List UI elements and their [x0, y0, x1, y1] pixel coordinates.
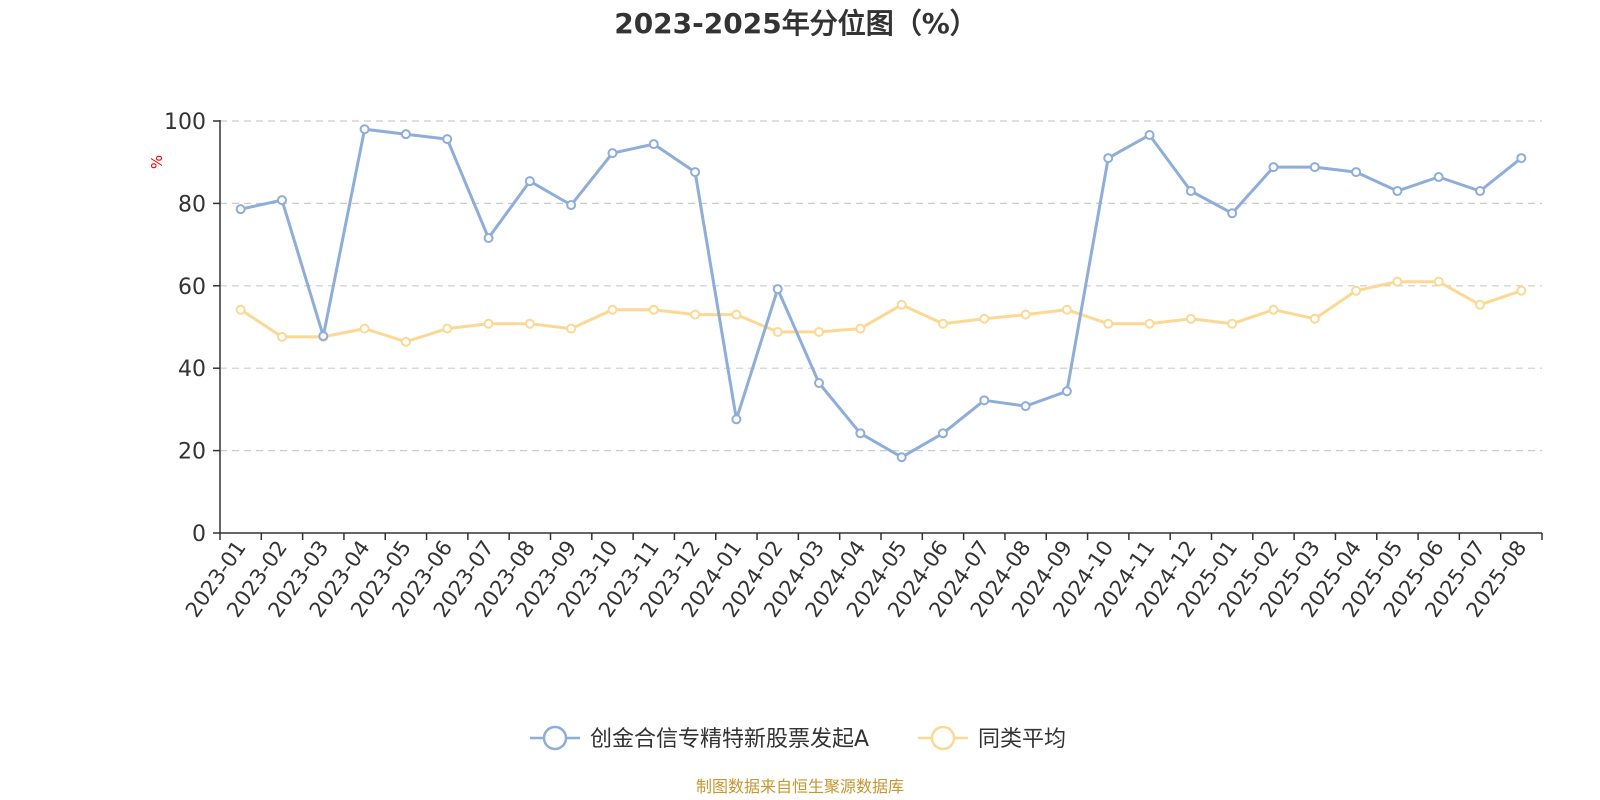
- data-point-s2: [1475, 299, 1486, 310]
- data-point-s2: [400, 336, 411, 347]
- y-tick-label: 20: [178, 440, 206, 465]
- y-tick-label: 60: [178, 275, 206, 300]
- data-point-s2: [772, 326, 783, 337]
- x-tick-labels: 2023-012023-022023-032023-042023-052023-…: [181, 536, 1532, 622]
- data-point-s1: [1516, 153, 1527, 164]
- data-point-s1: [235, 204, 246, 215]
- data-point-s2: [235, 304, 246, 315]
- axes: [213, 120, 1543, 540]
- data-point-s1: [772, 284, 783, 295]
- data-point-s1: [400, 129, 411, 140]
- data-point-s2: [607, 304, 618, 315]
- data-point-s1: [1351, 167, 1362, 178]
- series-lines: [235, 124, 1527, 463]
- y-tick-label: 40: [178, 357, 206, 382]
- data-point-s1: [1144, 130, 1155, 141]
- data-point-s2: [1433, 276, 1444, 287]
- data-point-s1: [1309, 162, 1320, 173]
- data-point-s1: [937, 428, 948, 439]
- series-line-2: [239, 280, 1522, 344]
- data-point-s1: [1185, 186, 1196, 197]
- data-point-s1: [1268, 162, 1279, 173]
- data-point-s2: [1020, 309, 1031, 320]
- data-point-s1: [1061, 386, 1072, 397]
- data-point-s2: [276, 331, 287, 342]
- data-point-s2: [1144, 318, 1155, 329]
- data-point-s2: [1392, 276, 1403, 287]
- data-point-s2: [566, 323, 577, 334]
- data-point-s1: [979, 395, 990, 406]
- y-tick-labels: 0 20 40 60 80 100: [164, 110, 206, 547]
- data-point-s2: [483, 318, 494, 329]
- data-point-s1: [359, 124, 370, 135]
- data-point-s2: [1516, 285, 1527, 296]
- data-point-s2: [690, 309, 701, 320]
- data-point-s1: [690, 167, 701, 178]
- data-point-s1: [1227, 208, 1238, 219]
- data-point-s1: [524, 176, 535, 187]
- legend: 创金合信专精特新股票发起A 同类平均: [530, 725, 1066, 752]
- gridlines: [220, 120, 1542, 452]
- series-line-1: [240, 127, 1523, 459]
- data-point-s1: [814, 378, 825, 389]
- data-point-s2: [1061, 304, 1072, 315]
- data-point-s2: [1309, 313, 1320, 324]
- data-point-s1: [566, 200, 577, 211]
- data-point-s2: [524, 318, 535, 329]
- y-tick-label: 0: [192, 522, 206, 547]
- data-point-s1: [1433, 172, 1444, 183]
- data-point-s1: [648, 139, 659, 150]
- data-point-s2: [896, 299, 907, 310]
- data-point-s1: [1392, 186, 1403, 197]
- data-point-s2: [1103, 318, 1114, 329]
- data-point-s1: [483, 233, 494, 244]
- data-point-s2: [1351, 285, 1362, 296]
- data-point-s2: [1268, 304, 1279, 315]
- data-point-s1: [318, 331, 329, 342]
- data-point-s1: [896, 452, 907, 463]
- data-point-s2: [937, 318, 948, 329]
- chart-title: 2023-2025年分位图（%）: [614, 7, 978, 40]
- y-axis-label: %: [148, 155, 166, 169]
- data-point-s1: [1020, 401, 1031, 412]
- data-point-s2: [855, 323, 866, 334]
- y-tick-label: 80: [178, 192, 206, 217]
- data-point-s2: [731, 309, 742, 320]
- data-point-s1: [855, 428, 866, 439]
- data-point-s1: [442, 134, 453, 145]
- source-note: 制图数据来自恒生聚源数据库: [696, 777, 904, 796]
- legend-label-2: 同类平均: [978, 727, 1066, 752]
- data-point-s1: [276, 195, 287, 206]
- data-point-s2: [442, 323, 453, 334]
- data-point-s1: [1103, 153, 1114, 164]
- data-point-s1: [607, 148, 618, 159]
- data-point-s2: [359, 323, 370, 334]
- data-point-s2: [1227, 318, 1238, 329]
- legend-marker-1: [542, 725, 568, 751]
- legend-label-1: 创金合信专精特新股票发起A: [590, 727, 869, 752]
- legend-marker-2: [930, 725, 956, 751]
- data-point-s2: [648, 304, 659, 315]
- y-tick-label: 100: [164, 110, 206, 135]
- data-point-s1: [731, 414, 742, 425]
- data-point-s1: [1475, 186, 1486, 197]
- data-point-s2: [814, 326, 825, 337]
- data-point-s2: [1185, 313, 1196, 324]
- data-point-s2: [979, 313, 990, 324]
